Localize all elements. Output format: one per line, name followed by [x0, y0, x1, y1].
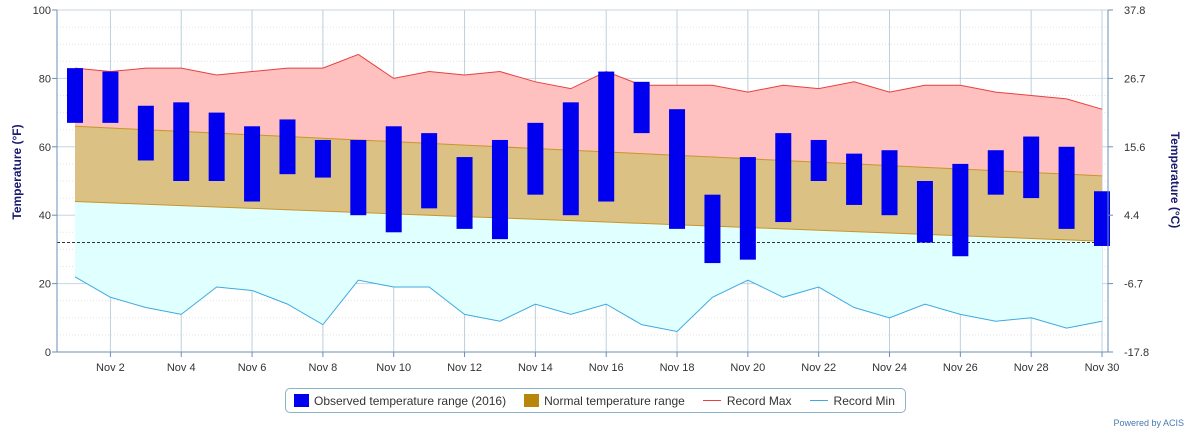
x-tick-label: Nov 16: [589, 362, 624, 374]
legend-swatch-normal: [524, 394, 540, 407]
legend-swatch-record-min: [809, 400, 828, 401]
observed-bar-day-9: [350, 139, 367, 216]
observed-bar-day-24: [881, 150, 898, 216]
y-tick-label-right: -17.8: [1124, 347, 1149, 359]
x-tick-label: Nov 26: [943, 362, 978, 374]
legend-item-normal[interactable]: Normal temperature range: [524, 394, 685, 408]
record-min-area: [75, 201, 1102, 332]
observed-bar-day-21: [775, 133, 792, 223]
observed-bar-day-14: [527, 122, 544, 195]
observed-bar-day-11: [421, 133, 438, 209]
observed-bar-day-15: [562, 102, 579, 216]
record-max-line: [74, 53, 1103, 110]
observed-bar-day-6: [244, 126, 261, 202]
y-tick-label-right: 26.7: [1124, 73, 1145, 85]
x-tick-label: Nov 20: [730, 362, 765, 374]
observed-bar-day-26: [952, 163, 969, 257]
observed-bar-day-10: [385, 126, 402, 233]
record-min-line: [74, 276, 1103, 333]
observed-bar-day-13: [491, 139, 508, 240]
credit-text[interactable]: Powered by ACIS: [1113, 418, 1184, 428]
y-tick-label-right: -6.7: [1124, 279, 1143, 291]
observed-bar-day-20: [739, 157, 756, 260]
observed-bar-day-3: [137, 105, 154, 161]
legend-swatch-observed: [294, 394, 309, 407]
observed-bar-day-17: [633, 81, 650, 134]
observed-bar-day-23: [846, 153, 863, 205]
observed-bar-day-7: [279, 119, 296, 175]
y-tick-label-left: 0: [45, 347, 51, 359]
axes: 0 -17.8 20 -6.7 40 4.4 60 15.6 80 26.7 100 37.8 Nov …: [33, 5, 1149, 374]
legend-item-record-max[interactable]: Record Max: [702, 393, 792, 408]
observed-bars: [67, 68, 1110, 264]
y-tick-label-left: 40: [39, 210, 51, 222]
observed-bar-day-1: [67, 68, 83, 123]
legend-label-record-min: Record Min: [833, 393, 895, 408]
observed-bar-day-2: [102, 71, 119, 123]
x-tick-label: Nov 12: [447, 362, 482, 374]
y-axis-title-left: Temperature (°F): [10, 124, 24, 219]
x-tick-label: Nov 4: [167, 362, 196, 374]
record-max-area: [75, 54, 1102, 176]
legend-item-record-min[interactable]: Record Min: [809, 393, 895, 408]
x-tick-label: Nov 28: [1014, 362, 1049, 374]
observed-bar-day-4: [173, 102, 190, 181]
x-tick-label: Nov 10: [376, 362, 411, 374]
x-tick-label: Nov 24: [872, 362, 907, 374]
observed-bar-day-16: [598, 71, 615, 202]
legend-item-observed[interactable]: Observed temperature range (2016): [294, 394, 506, 408]
legend: Observed temperature range (2016) Normal…: [285, 388, 906, 413]
observed-bar-day-28: [1023, 136, 1040, 199]
observed-bar-day-12: [456, 157, 473, 229]
observed-bar-day-8: [314, 139, 331, 178]
y-tick-label-right: 15.6: [1124, 142, 1145, 154]
x-tick-label: Nov 6: [238, 362, 267, 374]
y-tick-label-left: 20: [39, 279, 51, 291]
legend-label-normal: Normal temperature range: [544, 393, 685, 408]
normal-range-area: [75, 126, 1102, 242]
legend-swatch-record-max: [702, 400, 721, 401]
observed-bar-day-27: [987, 150, 1004, 195]
y-tick-label-left: 60: [39, 142, 51, 154]
x-tick-label: Nov 30: [1085, 362, 1120, 374]
y-tick-label-right: 37.8: [1124, 5, 1145, 17]
x-tick-label: Nov 14: [518, 362, 553, 374]
observed-bar-day-18: [669, 109, 686, 229]
observed-bar-day-19: [704, 194, 721, 264]
legend-label-record-max: Record Max: [726, 393, 792, 408]
observed-bar-day-22: [810, 139, 827, 181]
legend-label-observed: Observed temperature range (2016): [314, 393, 507, 408]
x-tick-label: Nov 22: [801, 362, 836, 374]
plot-areas: [75, 54, 1102, 332]
observed-bar-day-25: [916, 181, 933, 243]
observed-bar-day-29: [1058, 146, 1075, 229]
observed-bar-day-30: [1094, 191, 1110, 246]
y-tick-label-left: 100: [33, 5, 51, 17]
y-tick-label-right: 4.4: [1124, 210, 1139, 222]
y-tick-label-left: 80: [39, 73, 51, 85]
x-tick-label: Nov 8: [309, 362, 338, 374]
x-tick-label: Nov 18: [660, 362, 695, 374]
y-axis-title-right: Temperature (°C): [1168, 132, 1182, 229]
observed-bar-day-5: [208, 112, 225, 181]
x-tick-label: Nov 2: [96, 362, 125, 374]
